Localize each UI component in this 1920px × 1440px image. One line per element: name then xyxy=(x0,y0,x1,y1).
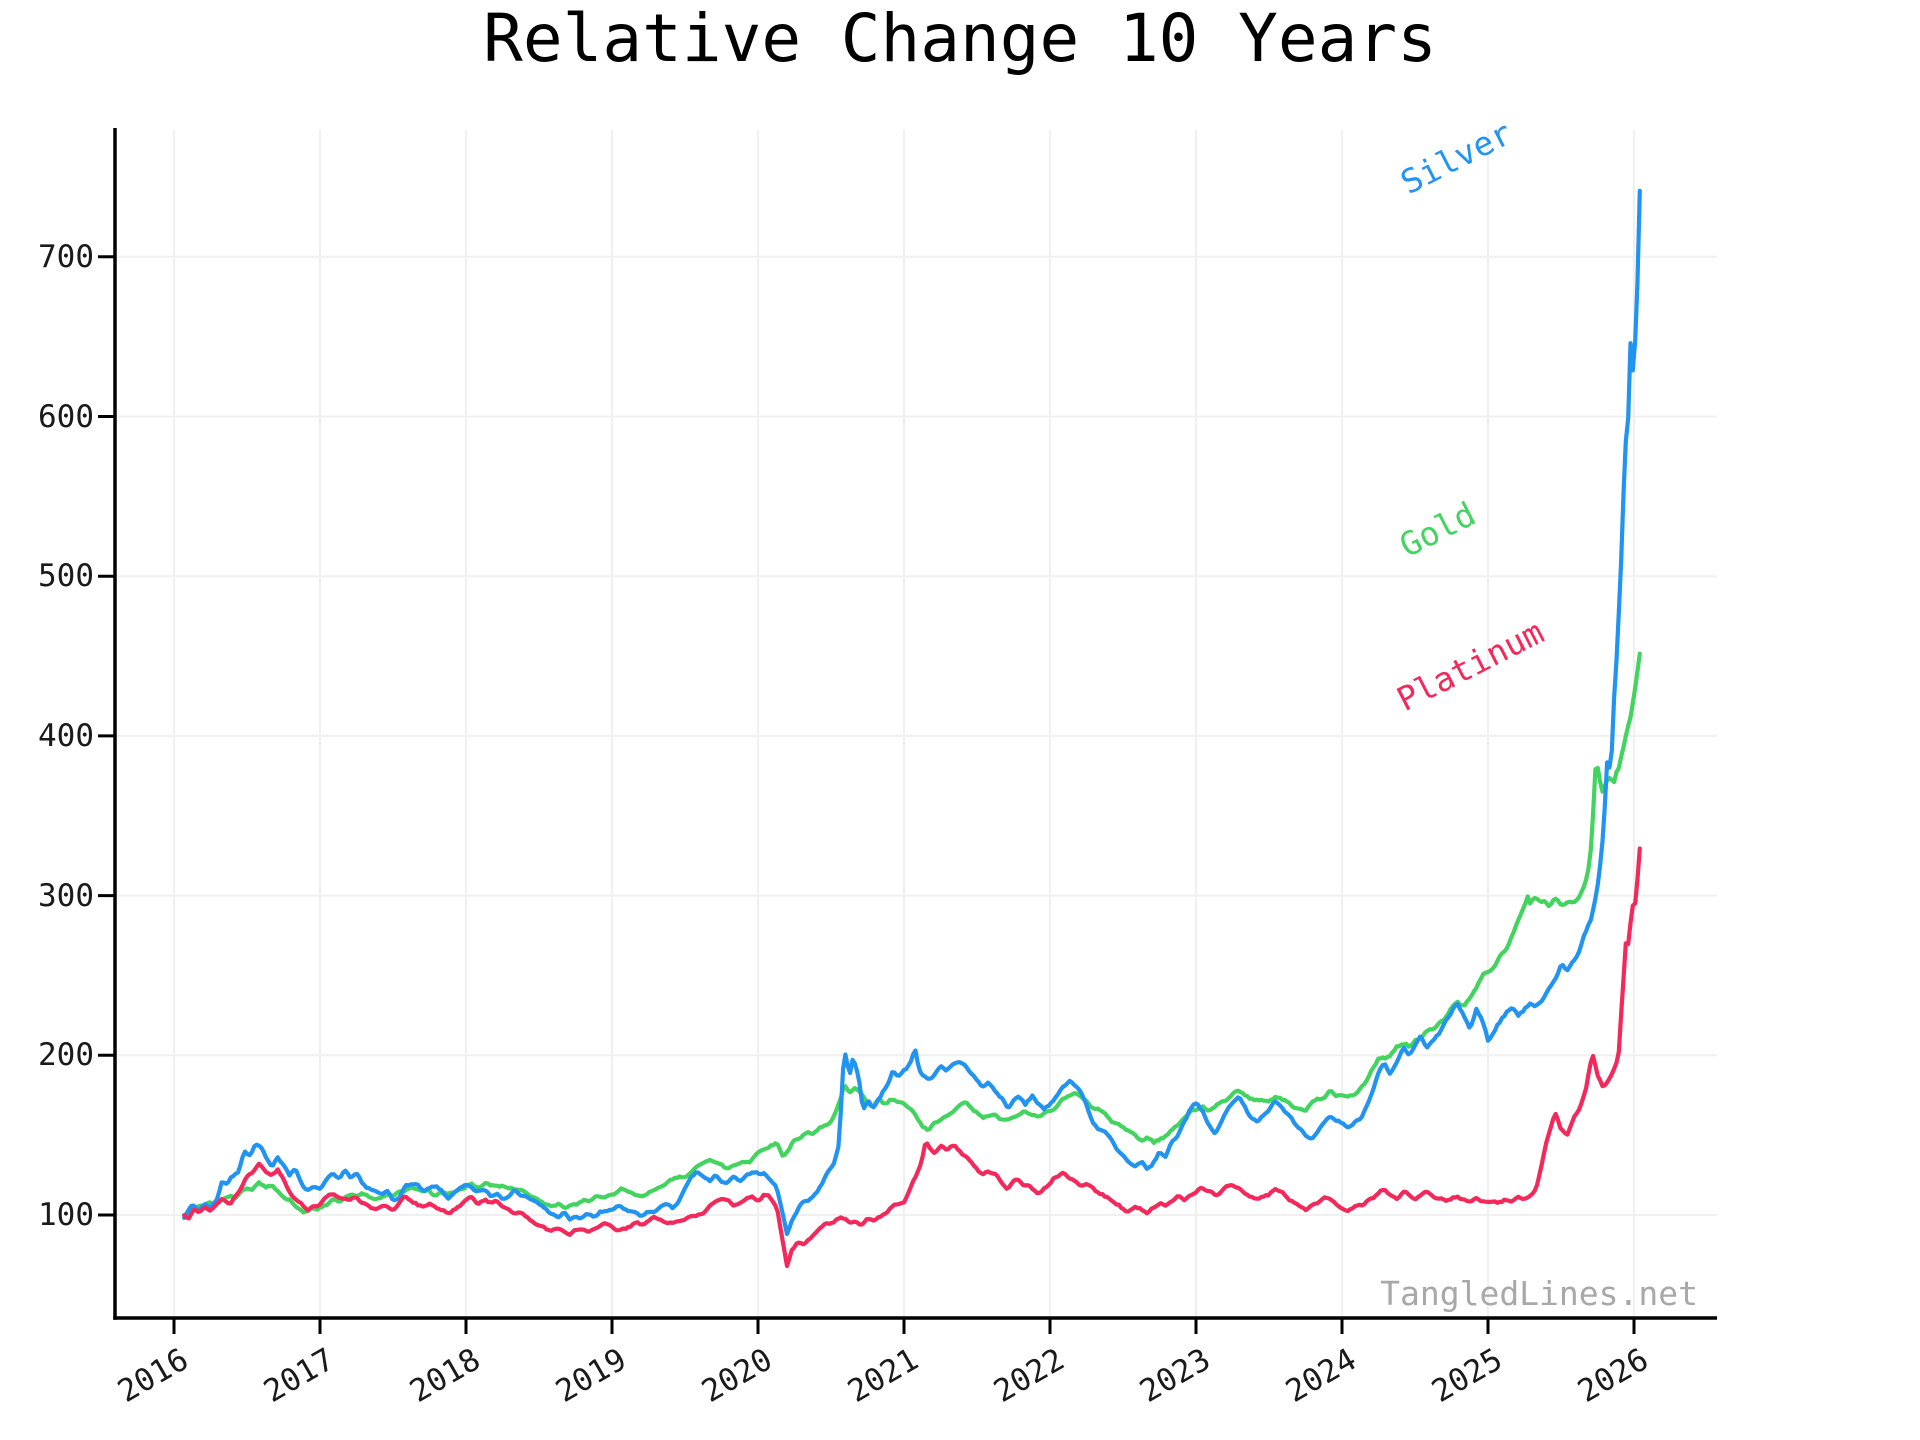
y-tick-label-100: 100 xyxy=(38,1197,94,1233)
y-tick-label-500: 500 xyxy=(38,558,94,595)
y-tick-label-300: 300 xyxy=(38,877,94,914)
y-tick-label-200: 200 xyxy=(38,1037,94,1074)
silver-line xyxy=(182,188,1642,1237)
gold-line xyxy=(182,651,1642,1218)
y-tick-label-600: 600 xyxy=(38,398,94,435)
platinum-line xyxy=(182,846,1642,1269)
y-tick-label-700: 700 xyxy=(38,238,94,275)
watermark: TangledLines.net xyxy=(1380,1274,1698,1313)
y-tick-label-400: 400 xyxy=(38,717,94,754)
chart-title: Relative Change 10 Years xyxy=(483,0,1437,77)
